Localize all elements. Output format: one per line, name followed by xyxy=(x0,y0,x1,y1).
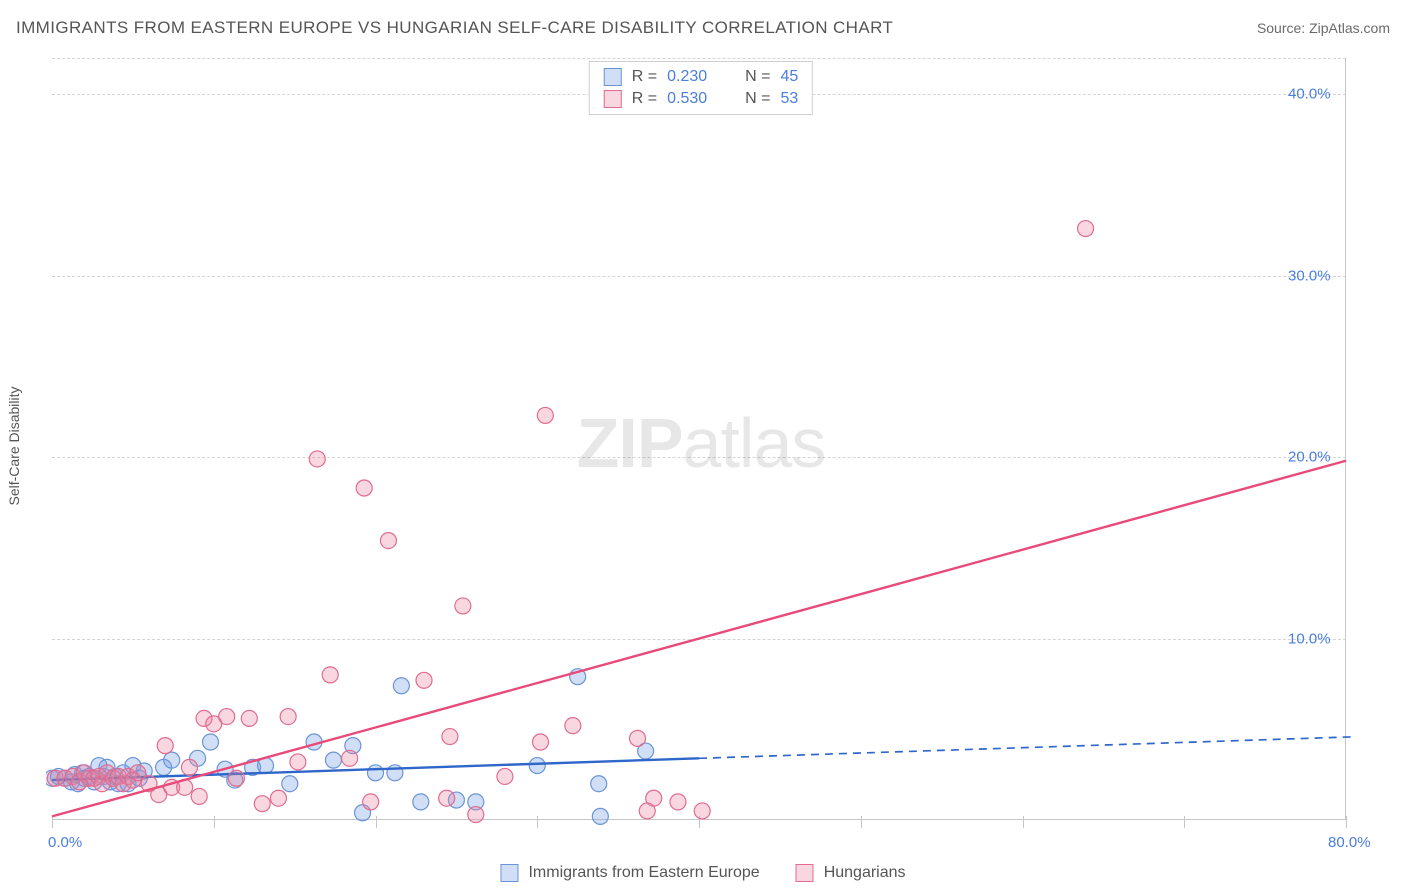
data-point-eastern_europe xyxy=(282,776,298,792)
chart-title: IMMIGRANTS FROM EASTERN EUROPE VS HUNGAR… xyxy=(16,18,893,38)
data-point-hungarians xyxy=(630,730,646,746)
stats-legend-row-hungarians: R = 0.530 N = 53 xyxy=(604,88,798,110)
plot-region: 10.0%20.0%30.0%40.0%0.0%80.0% xyxy=(46,58,1356,828)
data-point-hungarians xyxy=(537,407,553,423)
data-point-hungarians xyxy=(455,598,471,614)
data-point-eastern_europe xyxy=(368,765,384,781)
n-label: N = xyxy=(745,68,770,86)
data-point-hungarians xyxy=(241,710,257,726)
stats-legend-row-eastern_europe: R = 0.230 N = 45 xyxy=(604,66,798,88)
plot-svg xyxy=(46,58,1356,828)
swatch-hungarians xyxy=(796,864,814,882)
series-legend: Immigrants from Eastern Europe Hungarians xyxy=(500,864,905,882)
r-label: R = xyxy=(632,90,657,108)
data-point-hungarians xyxy=(254,796,270,812)
chart-header: IMMIGRANTS FROM EASTERN EUROPE VS HUNGAR… xyxy=(16,18,1390,38)
data-point-hungarians xyxy=(270,790,286,806)
data-point-hungarians xyxy=(191,788,207,804)
legend-label-eastern_europe: Immigrants from Eastern Europe xyxy=(528,864,759,882)
data-point-hungarians xyxy=(309,451,325,467)
data-point-hungarians xyxy=(280,709,296,725)
data-point-hungarians xyxy=(380,533,396,549)
r-value-hungarians: 0.530 xyxy=(667,90,721,108)
x-tick-label: 80.0% xyxy=(1328,834,1371,851)
data-point-hungarians xyxy=(442,729,458,745)
data-point-hungarians xyxy=(322,667,338,683)
data-point-eastern_europe xyxy=(529,758,545,774)
stats-legend-box: R = 0.230 N = 45 R = 0.530 N = 53 xyxy=(589,61,813,115)
data-point-hungarians xyxy=(639,803,655,819)
data-point-hungarians xyxy=(468,807,484,823)
swatch-eastern_europe xyxy=(500,864,518,882)
swatch-hungarians xyxy=(604,90,622,108)
data-point-eastern_europe xyxy=(325,752,341,768)
data-point-hungarians xyxy=(342,750,358,766)
data-point-hungarians xyxy=(670,794,686,810)
swatch-eastern_europe xyxy=(604,68,622,86)
data-point-eastern_europe xyxy=(591,776,607,792)
trendline-hungarians xyxy=(52,461,1346,817)
data-point-hungarians xyxy=(532,734,548,750)
data-point-hungarians xyxy=(157,738,173,754)
data-point-eastern_europe xyxy=(413,794,429,810)
data-point-hungarians xyxy=(356,480,372,496)
data-point-eastern_europe xyxy=(203,734,219,750)
data-point-eastern_europe xyxy=(592,808,608,824)
data-point-eastern_europe xyxy=(393,678,409,694)
y-axis-label: Self-Care Disability xyxy=(6,386,22,505)
source-attribution: Source: ZipAtlas.com xyxy=(1257,20,1390,36)
data-point-hungarians xyxy=(228,770,244,786)
trendline-dashed-eastern_europe xyxy=(699,737,1356,759)
data-point-hungarians xyxy=(290,754,306,770)
data-point-hungarians xyxy=(1078,221,1094,237)
x-tick-label: 0.0% xyxy=(48,834,82,851)
data-point-hungarians xyxy=(181,759,197,775)
data-point-hungarians xyxy=(219,709,235,725)
chart-area: 10.0%20.0%30.0%40.0%0.0%80.0% ZIPatlas R… xyxy=(46,58,1356,828)
data-point-hungarians xyxy=(694,803,710,819)
n-value-eastern_europe: 45 xyxy=(780,68,798,86)
legend-item-eastern_europe: Immigrants from Eastern Europe xyxy=(500,864,759,882)
legend-item-hungarians: Hungarians xyxy=(796,864,906,882)
r-value-eastern_europe: 0.230 xyxy=(667,68,721,86)
data-point-hungarians xyxy=(363,794,379,810)
data-point-hungarians xyxy=(439,790,455,806)
n-value-hungarians: 53 xyxy=(780,90,798,108)
data-point-hungarians xyxy=(497,768,513,784)
n-label: N = xyxy=(745,90,770,108)
data-point-eastern_europe xyxy=(164,752,180,768)
data-point-hungarians xyxy=(565,718,581,734)
legend-label-hungarians: Hungarians xyxy=(824,864,906,882)
r-label: R = xyxy=(632,68,657,86)
data-point-hungarians xyxy=(416,672,432,688)
